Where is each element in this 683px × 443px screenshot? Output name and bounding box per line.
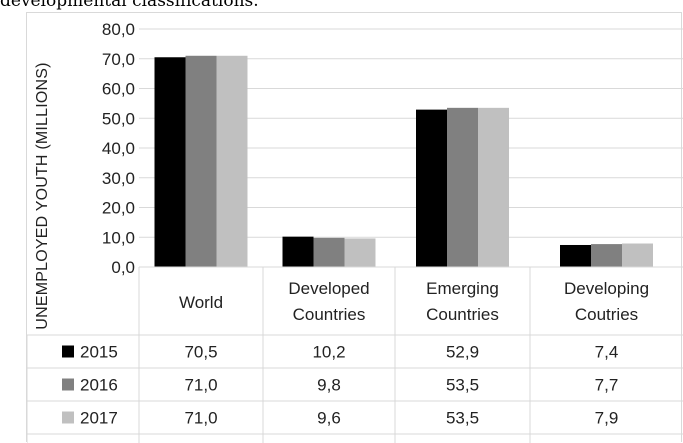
category-label: Emerging xyxy=(426,279,499,298)
data-table-value: 7,7 xyxy=(595,376,619,395)
chart-area: 0,0 10,0 20,0 30,0 40,0 50,0 60,0 70,0 80,0 UNEMP… xyxy=(26,12,683,443)
bar-2015 xyxy=(282,236,314,267)
y-tick-label: 50,0 xyxy=(102,109,135,128)
bar-2017 xyxy=(622,243,653,267)
y-tick-label: 60,0 xyxy=(102,80,135,99)
bar-2016 xyxy=(185,55,217,268)
bar-2017 xyxy=(478,107,509,268)
y-tick-label: 30,0 xyxy=(102,169,135,188)
bar-2015 xyxy=(416,109,447,267)
category-label: World xyxy=(179,293,223,312)
y-tick-label: 70,0 xyxy=(102,50,135,69)
legend-swatch-2017 xyxy=(62,411,74,424)
bar-chart: 0,0 10,0 20,0 30,0 40,0 50,0 60,0 70,0 80,0 UNEMP… xyxy=(27,20,683,443)
bar-2015 xyxy=(560,244,591,267)
y-axis-title: UNEMPLOYED YOUTH (MILLIONS) xyxy=(34,62,51,329)
legend-swatch-2015 xyxy=(62,345,74,358)
data-table-value: 71,0 xyxy=(184,409,217,428)
bar-2016 xyxy=(313,237,345,267)
y-tick-label: 80,0 xyxy=(102,20,135,39)
bar-2016 xyxy=(591,244,622,267)
bar-2017 xyxy=(216,55,248,268)
category-label: Developing xyxy=(564,279,649,298)
legend-label: 2016 xyxy=(80,376,118,395)
legend-label: 2015 xyxy=(80,343,118,362)
y-tick-label: 40,0 xyxy=(102,139,135,158)
data-table-value: 9,8 xyxy=(317,376,341,395)
data-table-value: 53,5 xyxy=(446,376,479,395)
category-label: Countries xyxy=(426,305,499,324)
legend-label: 2017 xyxy=(80,409,118,428)
data-table-value: 7,4 xyxy=(595,343,619,362)
category-label: Developed xyxy=(288,279,369,298)
data-table-value: 9,6 xyxy=(317,409,341,428)
bar-2016 xyxy=(447,107,478,268)
y-tick-label: 10,0 xyxy=(102,228,135,247)
data-table-value: 10,2 xyxy=(312,343,345,362)
y-tick-label: 0,0 xyxy=(111,258,135,277)
data-table-value: 71,0 xyxy=(184,376,217,395)
y-tick-label: 20,0 xyxy=(102,199,135,218)
category-label: Countries xyxy=(293,305,366,324)
figure-caption: developmental classifications. xyxy=(0,0,259,11)
bar-2017 xyxy=(344,238,376,267)
data-table-value: 53,5 xyxy=(446,409,479,428)
legend-swatch-2016 xyxy=(62,378,74,391)
data-table-value: 70,5 xyxy=(184,343,217,362)
bar-2015 xyxy=(154,57,186,268)
data-table-value: 7,9 xyxy=(595,409,619,428)
category-label: Coutries xyxy=(575,305,638,324)
data-table-value: 52,9 xyxy=(446,343,479,362)
